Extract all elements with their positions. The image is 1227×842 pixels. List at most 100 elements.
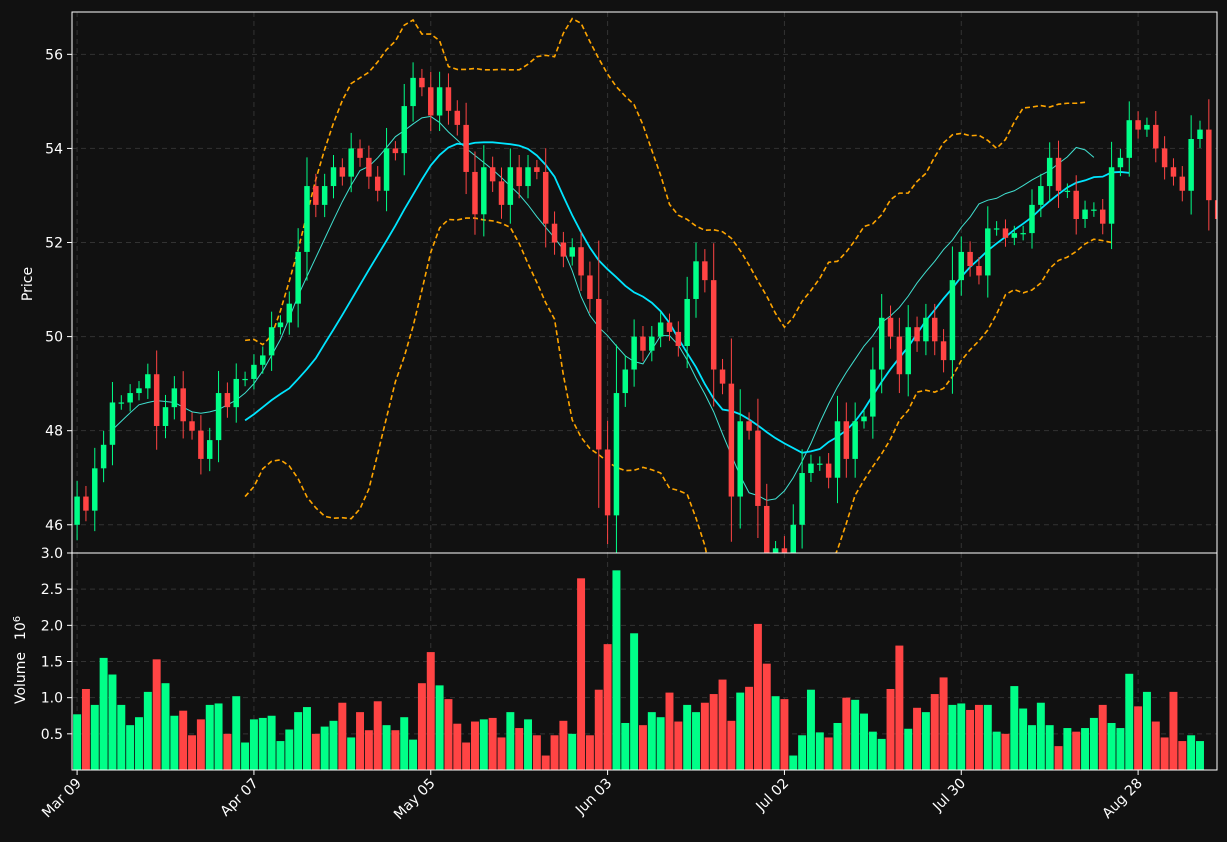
volume-bar-up — [1107, 722, 1116, 770]
volume-bar-down — [426, 652, 435, 770]
upper-band-line — [245, 17, 1086, 346]
volume-bar-up — [983, 704, 992, 770]
volume-bar-down — [338, 702, 347, 770]
candle-body-up — [383, 148, 390, 191]
volume-bar-up — [904, 728, 913, 770]
volume-bar-down — [1151, 721, 1160, 770]
candle-body-up — [233, 378, 239, 408]
volume-bar-up — [249, 719, 258, 770]
volume-bar-up — [479, 719, 488, 770]
volume-bar-up — [1116, 728, 1125, 770]
volume-bar-up — [612, 570, 621, 770]
volume-bar-up — [736, 692, 745, 770]
volume-bar-down — [886, 688, 895, 770]
candle-body-up — [436, 87, 443, 116]
volume-bar-up — [232, 696, 241, 770]
candle-body-down — [640, 336, 646, 351]
candle-body-down — [719, 369, 726, 384]
volume-bar-up — [1063, 728, 1072, 770]
volume-bar-down — [532, 735, 541, 770]
volume-bar-up — [506, 712, 515, 770]
volume-bar-up — [1089, 717, 1098, 770]
volume-bar-down — [913, 707, 922, 770]
candle-body-up — [1091, 209, 1097, 211]
volume-bar-down — [152, 659, 161, 770]
volume-bar-up — [877, 738, 886, 770]
volume-bar-down — [1134, 706, 1143, 770]
volume-bar-up — [143, 691, 152, 770]
candle-body-down — [764, 505, 770, 553]
candle-body-down — [578, 247, 584, 276]
volume-bar-down — [1178, 741, 1187, 770]
candle-body-up — [949, 280, 956, 361]
candle-body-up — [525, 167, 531, 187]
candle-body-up — [1046, 157, 1053, 187]
volume-bar-down — [594, 689, 603, 770]
volume-bar-up — [683, 704, 692, 770]
candle-body-up — [1038, 186, 1044, 205]
volume-bar-down — [762, 663, 771, 770]
price-tick-label: 54 — [45, 141, 63, 157]
volume-bar-up — [267, 715, 276, 770]
candle-body-down — [534, 167, 540, 172]
candle-body-down — [180, 388, 186, 422]
candle-body-down — [1099, 209, 1106, 224]
volume-bar-up — [1142, 691, 1151, 770]
candle-body-up — [1020, 233, 1026, 235]
candle-body-down — [1135, 120, 1141, 130]
volume-bar-up — [258, 717, 267, 770]
volume-bar-down — [364, 730, 373, 770]
volume-bar-down — [1160, 737, 1169, 770]
candle-body-up — [657, 322, 664, 337]
candle-body-up — [171, 388, 178, 408]
candle-body-up — [613, 393, 620, 516]
candle-body-up — [1188, 139, 1194, 191]
volume-bar-up — [806, 689, 815, 770]
candle-body-up — [100, 444, 107, 469]
candle-body-up — [277, 322, 284, 328]
candle-body-down — [1179, 176, 1186, 191]
volume-bar-up — [692, 712, 700, 770]
volume-bar-down — [603, 644, 612, 770]
candle-body-down — [596, 298, 602, 450]
candle-body-down — [976, 266, 982, 276]
candle-body-up — [649, 336, 655, 351]
volume-bar-up — [117, 704, 126, 770]
candle-body-down — [374, 176, 381, 191]
volume-bar-down — [638, 725, 647, 770]
volume-bar-up — [524, 719, 532, 770]
candle-body-down — [339, 167, 346, 177]
volume-bar-down — [718, 679, 727, 770]
volume-bar-down — [1169, 691, 1178, 770]
bollinger-bands — [244, 17, 1112, 553]
candle-body-up — [985, 228, 991, 276]
volume-bar-down — [179, 710, 188, 770]
candle-body-down — [516, 167, 522, 187]
volume-unit-exponent: 6 — [12, 616, 23, 622]
volume-bar-down — [311, 733, 320, 770]
volume-bar-down — [577, 578, 586, 770]
candle-body-down — [445, 87, 452, 111]
volume-bar-down — [81, 688, 90, 770]
volume-bar-down — [223, 733, 232, 770]
volume-bar-down — [1001, 733, 1010, 770]
candle-body-up — [1117, 157, 1124, 168]
volume-bar-down — [373, 701, 382, 770]
candle-body-up — [1011, 233, 1018, 238]
volume-bar-down — [444, 699, 453, 770]
candle-body-down — [914, 327, 920, 342]
candle-body-up — [242, 378, 248, 381]
candle-body-up — [958, 251, 965, 281]
volume-bar-down — [665, 692, 674, 770]
volume-bar-down — [1072, 731, 1081, 770]
volume-bar-down — [550, 735, 559, 770]
candle-body-down — [224, 393, 231, 408]
volume-bar-down — [974, 704, 983, 770]
volume-tick-label: 2.0 — [41, 618, 63, 634]
candle-body-up — [145, 374, 151, 389]
candle-body-up — [507, 167, 514, 205]
volume-bar-up — [568, 733, 577, 770]
volume-bar-down — [1054, 746, 1063, 770]
candle-body-up — [1029, 204, 1035, 234]
volume-bar-up — [1036, 702, 1045, 770]
